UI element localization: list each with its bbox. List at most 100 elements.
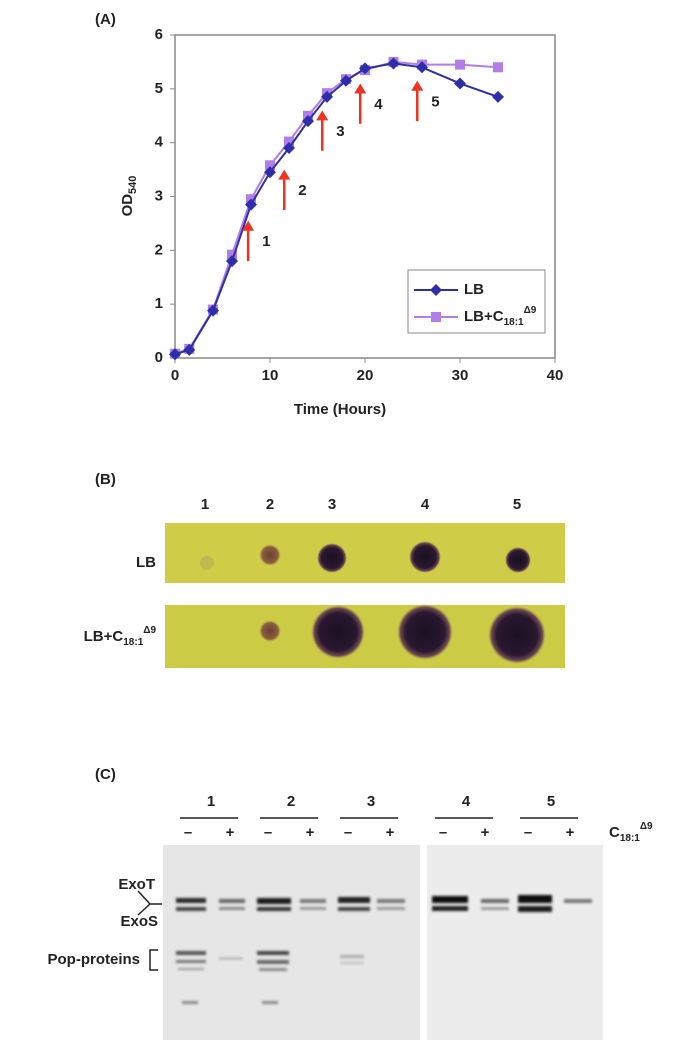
- legend-label-main: LB: [464, 281, 484, 298]
- y-tick-label: 6: [155, 26, 163, 43]
- marker: [492, 90, 504, 103]
- marker: [454, 77, 466, 90]
- band: [176, 960, 206, 963]
- y-tick-label: 0: [155, 349, 163, 366]
- panel-label: (A): [95, 11, 116, 28]
- y-axis-label-sub: 540: [127, 176, 139, 194]
- band-label: ExoT: [118, 876, 155, 893]
- group-label: 4: [462, 793, 471, 810]
- marker: [169, 348, 181, 361]
- row-label-main: LB+C: [84, 628, 124, 645]
- band: [176, 907, 206, 911]
- y-tick-label: 3: [155, 187, 163, 204]
- treatment-sign: +: [386, 824, 395, 841]
- arrow-head: [354, 83, 367, 94]
- row-label-sup: Δ9: [143, 625, 156, 636]
- lane-labels: 1 2 3 4 5: [201, 496, 521, 513]
- treatment-sign: +: [481, 824, 490, 841]
- legend-label-sub: 18:1: [504, 317, 524, 328]
- band: [300, 899, 326, 903]
- annotation-label: 1: [262, 233, 270, 250]
- y-axis-label: OD540: [119, 176, 139, 217]
- x-tick-label: 0: [171, 367, 179, 384]
- band: [432, 896, 468, 903]
- band: [182, 1001, 198, 1004]
- x-tick-label: 30: [452, 367, 469, 384]
- band-label: Pop-proteins: [48, 951, 141, 968]
- band: [257, 907, 291, 911]
- annotation-label: 3: [336, 123, 344, 140]
- row-label: LB: [136, 554, 156, 571]
- marker: [430, 284, 442, 296]
- panel-label: (B): [95, 471, 116, 488]
- band: [300, 907, 326, 910]
- x-tick-label: 40: [547, 367, 564, 384]
- legend: LB LB+C18:1Δ9: [407, 269, 546, 334]
- band: [259, 968, 287, 971]
- annotation-arrow: [411, 80, 424, 122]
- band: [481, 899, 509, 903]
- lane-label: 1: [201, 496, 209, 513]
- y-tick-label: 1: [155, 295, 163, 312]
- dot: [488, 606, 546, 664]
- lane-label: 2: [266, 496, 274, 513]
- row-label-sub: 18:1: [123, 637, 143, 648]
- band: [564, 899, 592, 903]
- blot-image: [427, 845, 603, 1040]
- arrow-head: [316, 110, 329, 121]
- marker: [302, 115, 314, 128]
- marker: [284, 136, 294, 147]
- band: [377, 899, 405, 903]
- dot: [311, 605, 365, 659]
- band: [340, 955, 364, 958]
- dot: [409, 541, 441, 573]
- treatment-sign: +: [566, 824, 575, 841]
- marker: [416, 61, 428, 74]
- treatment-sign: –: [264, 824, 272, 841]
- y-tick-label: 4: [155, 134, 164, 151]
- treatment-sign: +: [306, 824, 315, 841]
- marker: [493, 62, 503, 73]
- band: [178, 968, 204, 970]
- row-label: LB+C18:1Δ9: [84, 625, 157, 648]
- band: [176, 951, 206, 955]
- group-label: 2: [287, 793, 295, 810]
- band: [432, 906, 468, 911]
- annotation-label: 4: [374, 96, 383, 113]
- band: [518, 895, 552, 903]
- marker: [264, 166, 276, 179]
- band: [338, 897, 370, 903]
- arrow-head: [411, 80, 424, 91]
- band: [176, 898, 206, 903]
- lane-label: 3: [328, 496, 336, 513]
- blot-strip: [165, 523, 565, 583]
- x-axis-label: Time (Hours): [294, 401, 386, 418]
- legend-box: [407, 269, 546, 334]
- annotation-arrow: [316, 110, 329, 151]
- legend-label: LB: [464, 281, 484, 298]
- marker: [455, 59, 465, 70]
- dot: [259, 544, 281, 566]
- annotation-arrow: [242, 220, 255, 262]
- group-label: 1: [207, 793, 215, 810]
- treatment-label-sup: Δ9: [640, 821, 653, 832]
- marker: [431, 312, 441, 322]
- treatment-sign: –: [344, 824, 352, 841]
- band: [257, 898, 291, 904]
- band: [219, 899, 245, 903]
- band: [219, 957, 243, 960]
- band: [262, 1001, 278, 1004]
- y-tick-label: 5: [155, 80, 163, 97]
- treatment-sign: –: [524, 824, 532, 841]
- legend-label-main: LB+C: [464, 308, 504, 325]
- marker: [321, 90, 333, 103]
- x-tick-label: 10: [262, 367, 279, 384]
- lane-label: 4: [421, 496, 430, 513]
- marker: [245, 198, 257, 211]
- treatment-label-sub: 18:1: [620, 833, 640, 844]
- arrow-head: [278, 169, 291, 180]
- group-label: 5: [547, 793, 555, 810]
- annotation-label: 5: [431, 93, 439, 110]
- marker: [387, 57, 400, 70]
